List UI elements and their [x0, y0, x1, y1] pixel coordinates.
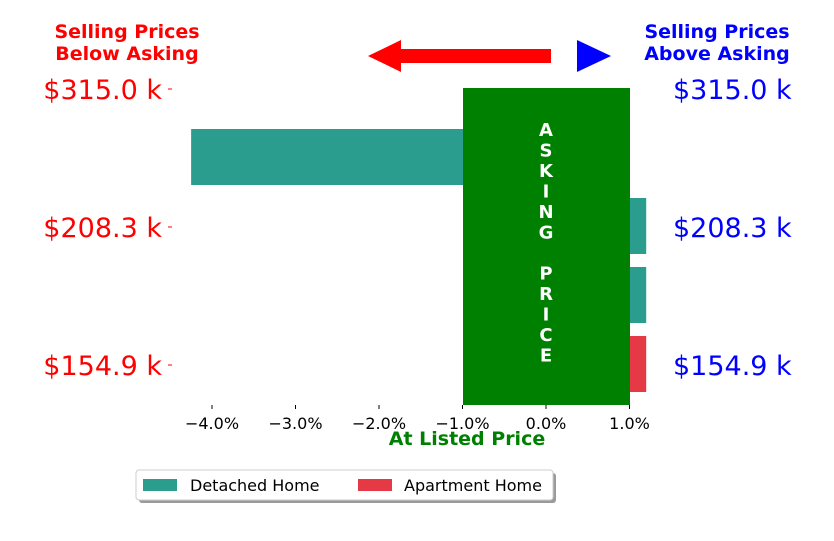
y-tick-labels-right: $315.0 k $208.3 k $154.9 k — [673, 75, 792, 382]
x-tick-label-3: −1.0% — [435, 414, 489, 433]
y-tick-right-0: $315.0 k — [673, 75, 792, 106]
legend: Detached Home Apartment Home — [135, 469, 556, 503]
asking-price-band — [463, 88, 630, 405]
band-letter-3: I — [543, 182, 550, 203]
right-header-line1: Selling Prices — [644, 21, 789, 43]
band-letter-2: K — [539, 161, 554, 182]
right-arrow-icon — [577, 40, 611, 72]
left-header-line2: Below Asking — [55, 43, 198, 65]
band-letter-1: S — [540, 141, 553, 162]
y-tick-left-0: $315.0 k — [43, 75, 162, 106]
right-header-line2: Above Asking — [644, 43, 790, 65]
y-tick-left-2: $154.9 k — [43, 351, 162, 382]
y-tick-right-2: $154.9 k — [673, 351, 792, 382]
y-tick-right-1: $208.3 k — [673, 213, 792, 244]
band-letter-10: C — [539, 325, 552, 346]
band-letter-9: I — [543, 305, 550, 326]
x-tick-label-4: 0.0% — [526, 414, 567, 433]
x-axis-ticks: −4.0% −3.0% −2.0% −1.0% 0.0% 1.0% — [185, 405, 650, 433]
legend-label-detached: Detached Home — [190, 476, 320, 495]
y-tick-left-1: $208.3 k — [43, 213, 162, 244]
left-arrow-icon — [368, 40, 551, 72]
legend-swatch-detached — [143, 479, 177, 491]
x-tick-label-0: −4.0% — [185, 414, 239, 433]
legend-label-apartment: Apartment Home — [404, 476, 542, 495]
x-axis-label: At Listed Price — [389, 428, 545, 450]
band-letter-4: N — [538, 202, 553, 223]
x-tick-label-5: 1.0% — [609, 414, 650, 433]
y-tick-labels-left: $315.0 k $208.3 k $154.9 k — [43, 75, 172, 382]
x-tick-label-2: −2.0% — [352, 414, 406, 433]
band-letter-7: P — [539, 264, 552, 285]
left-header-line1: Selling Prices — [54, 21, 199, 43]
band-letter-8: R — [539, 284, 553, 305]
x-tick-label-1: −3.0% — [268, 414, 322, 433]
legend-swatch-apartment — [358, 479, 392, 491]
band-letter-0: A — [539, 120, 553, 141]
band-letter-5: G — [539, 223, 554, 244]
band-letter-11: E — [540, 346, 552, 367]
